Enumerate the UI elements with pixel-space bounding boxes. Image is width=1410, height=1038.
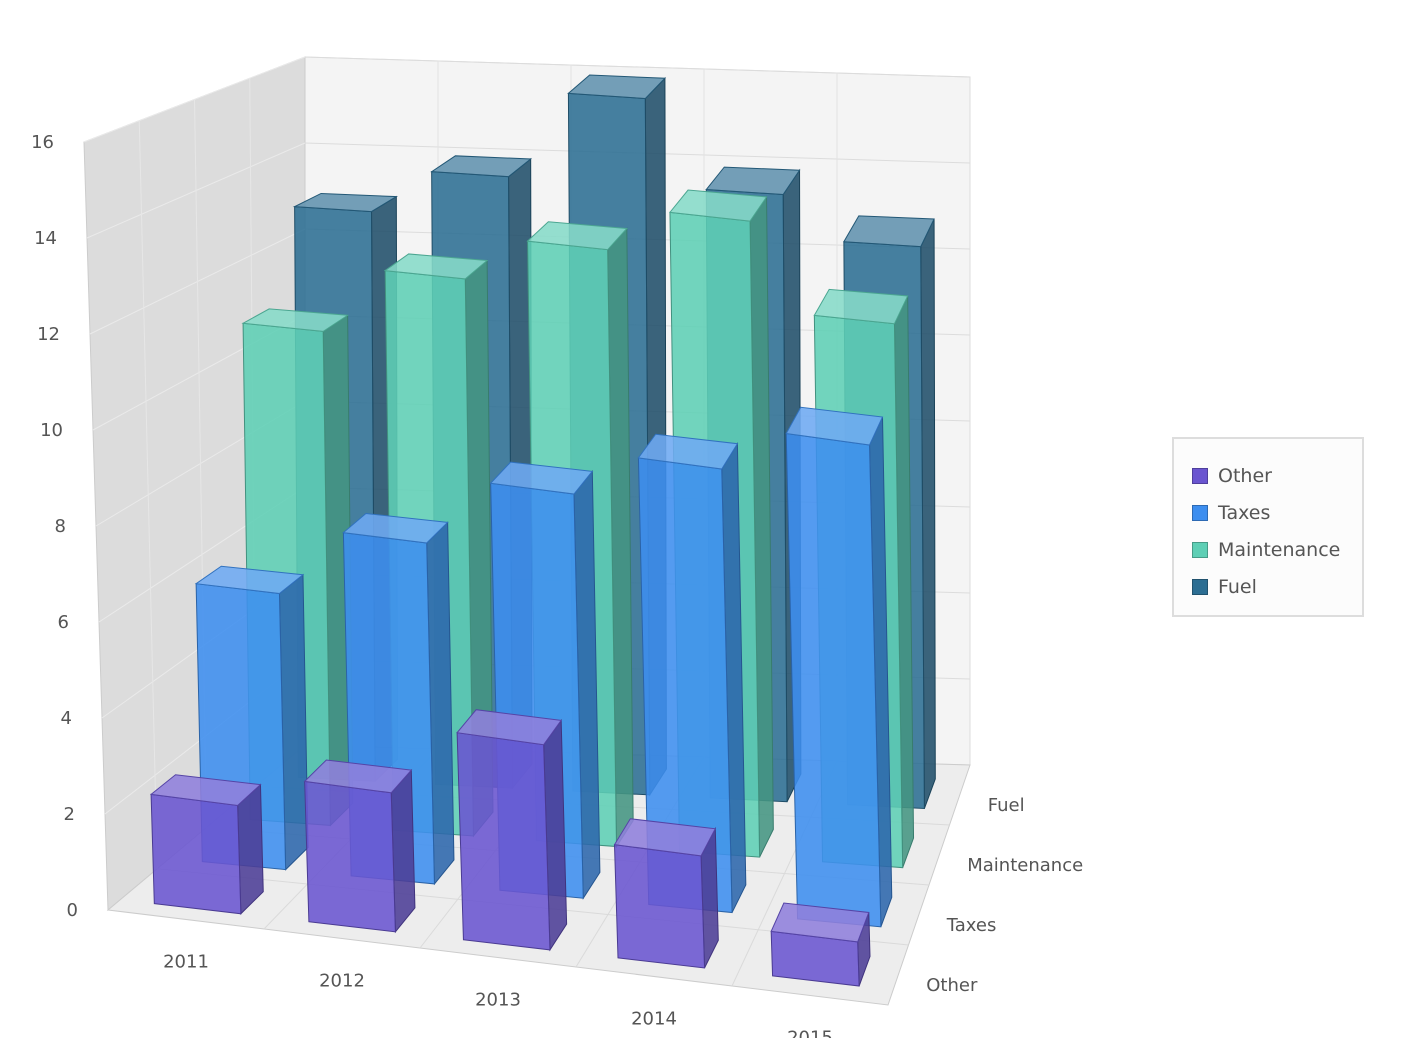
legend-swatch xyxy=(1192,541,1208,558)
legend-label: Taxes xyxy=(1218,501,1271,524)
legend-swatch xyxy=(1192,504,1208,521)
bar-top-face xyxy=(383,253,489,280)
bar-top-face xyxy=(456,709,563,746)
y-tick-label: 0 xyxy=(67,900,78,921)
bar-top-face xyxy=(785,406,884,446)
legend-swatch xyxy=(1192,467,1208,484)
y-tick-label: 8 xyxy=(55,516,66,537)
x-tick-label: 2011 xyxy=(163,952,209,973)
bar-front-face xyxy=(150,793,242,915)
bar-other-2012[interactable] xyxy=(303,759,416,934)
bar-top-face xyxy=(668,189,768,222)
legend-item-taxes[interactable]: Taxes xyxy=(1192,494,1362,531)
y-tick-label: 12 xyxy=(37,324,60,345)
legend-item-other[interactable]: Other xyxy=(1192,457,1362,494)
bar-top-face xyxy=(770,902,870,943)
x-tick-label: 2012 xyxy=(319,971,365,992)
depth-tick-label: Taxes xyxy=(946,915,997,936)
x-tick-label: 2014 xyxy=(631,1009,677,1030)
y-tick-label: 6 xyxy=(58,612,69,633)
bar-other-2013[interactable] xyxy=(456,709,568,952)
bar-top-face xyxy=(292,192,399,213)
bar-front-face xyxy=(456,732,551,951)
bar-other-2015[interactable] xyxy=(770,902,871,987)
bar-top-face xyxy=(637,433,739,470)
legend: Other Taxes Maintenance Fuel xyxy=(1172,437,1364,617)
y-tick-label: 16 xyxy=(31,132,54,153)
bar-top-face xyxy=(526,221,628,251)
bar-side-face xyxy=(237,783,264,915)
y-tick-label: 2 xyxy=(64,804,75,825)
bar-top-face xyxy=(843,215,935,248)
gridline xyxy=(138,120,158,869)
legend-item-maintenance[interactable]: Maintenance xyxy=(1192,531,1362,568)
bar-top-face xyxy=(342,512,449,544)
bar-front-face xyxy=(304,780,396,933)
bar-front-face xyxy=(613,844,706,969)
y-tick-label: 10 xyxy=(40,420,63,441)
depth-tick-label: Fuel xyxy=(988,795,1025,816)
bar-taxes-2015[interactable] xyxy=(785,406,893,928)
bar-top-face xyxy=(430,155,533,178)
bar-other-2011[interactable] xyxy=(149,774,264,915)
bar-top-face xyxy=(705,166,801,196)
bar-top-face xyxy=(194,565,305,595)
gridline xyxy=(304,56,971,78)
legend-label: Fuel xyxy=(1218,575,1257,598)
legend-item-fuel[interactable]: Fuel xyxy=(1192,568,1362,605)
bar-top-face xyxy=(489,461,594,495)
y-tick-label: 4 xyxy=(61,708,72,729)
bar-top-face xyxy=(241,308,350,332)
bar-top-face xyxy=(149,774,262,806)
bar-top-face xyxy=(613,818,717,857)
y-tick-label: 14 xyxy=(34,228,57,249)
bar-other-2014[interactable] xyxy=(613,818,719,969)
depth-tick-label: Other xyxy=(926,975,978,996)
x-tick-label: 2015 xyxy=(787,1028,833,1038)
bar-top-face xyxy=(567,74,667,100)
legend-swatch xyxy=(1192,578,1208,595)
bar-front-face xyxy=(785,432,882,928)
legend-label: Maintenance xyxy=(1218,538,1341,561)
legend-label: Other xyxy=(1218,464,1272,487)
bar-taxes-2014[interactable] xyxy=(637,433,747,914)
bar-top-face xyxy=(303,759,413,794)
depth-tick-label: Maintenance xyxy=(967,855,1083,876)
x-tick-label: 2013 xyxy=(475,990,521,1011)
bar-top-face xyxy=(813,288,909,325)
